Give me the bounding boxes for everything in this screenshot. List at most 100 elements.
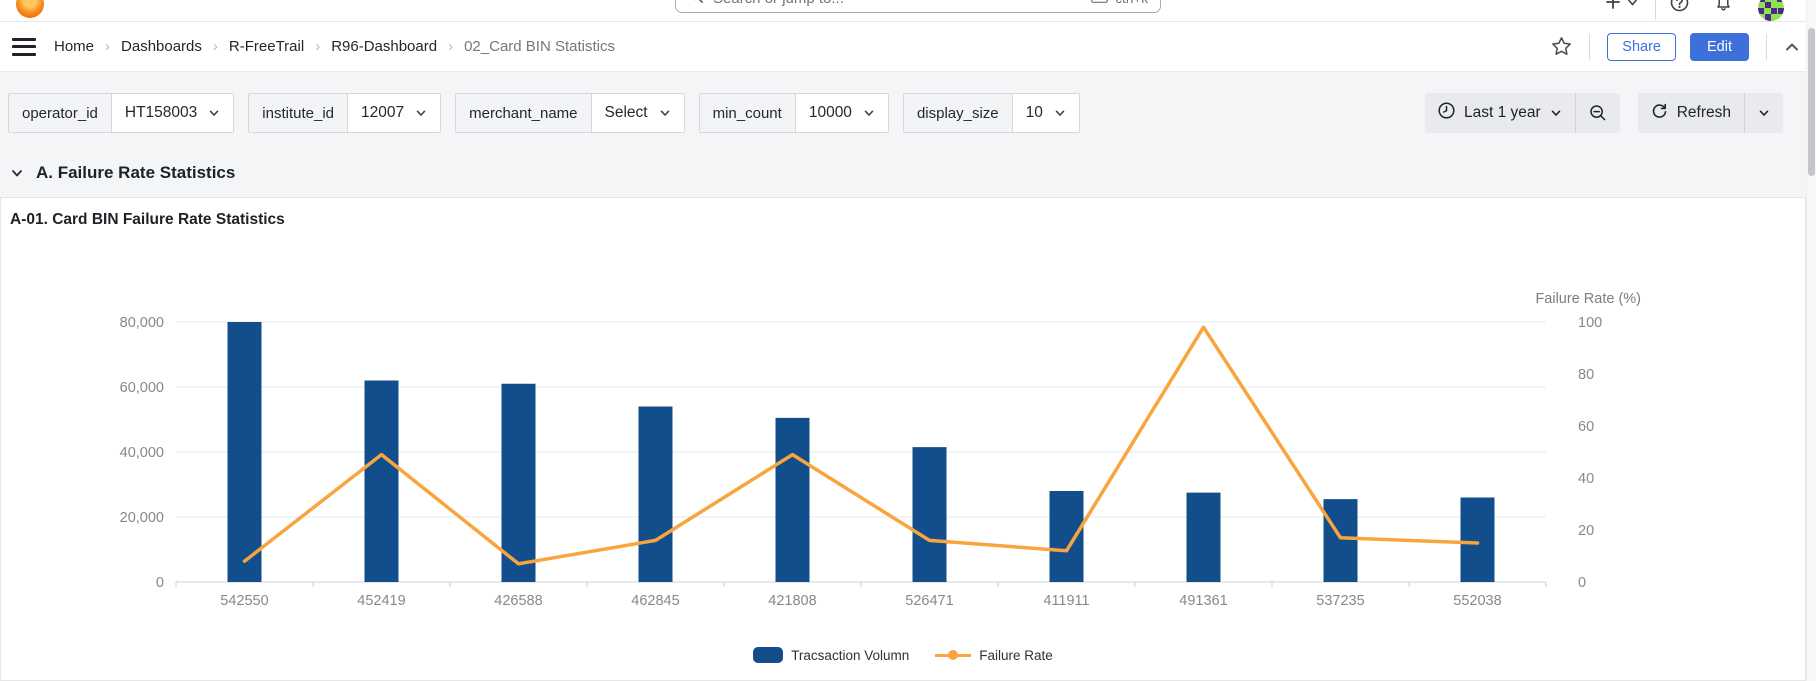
bell-icon[interactable] xyxy=(1714,0,1733,12)
variable-value-dropdown[interactable]: HT158003 xyxy=(112,94,233,132)
breadcrumb-bar: Home›Dashboards›R-FreeTrail›R96-Dashboar… xyxy=(0,22,1816,72)
breadcrumb-item: 02_Card BIN Statistics xyxy=(464,38,615,55)
time-range-label: Last 1 year xyxy=(1464,104,1541,122)
svg-text:491361: 491361 xyxy=(1179,593,1227,609)
svg-text:542550: 542550 xyxy=(220,593,268,609)
breadcrumb-item[interactable]: Home xyxy=(54,38,94,55)
chevron-down-icon xyxy=(659,107,671,119)
search-placeholder: Search or jump to... xyxy=(713,0,844,7)
svg-text:100: 100 xyxy=(1578,315,1602,331)
bar-491361 xyxy=(1187,493,1221,582)
filter-row: operator_idHT158003 institute_id12007 merc… xyxy=(0,72,1816,133)
chevron-down-icon xyxy=(863,107,875,119)
variable-value-dropdown[interactable]: 10000 xyxy=(796,94,888,132)
svg-text:411911: 411911 xyxy=(1043,593,1089,609)
user-avatar[interactable] xyxy=(1758,0,1784,21)
variable-min_count: min_count10000 xyxy=(699,93,889,133)
variable-label: min_count xyxy=(700,94,796,132)
chart-legend: Tracsaction Volumn Failure Rate xyxy=(1,647,1805,663)
svg-text:Failure Rate (%): Failure Rate (%) xyxy=(1535,291,1641,307)
variable-label: institute_id xyxy=(249,94,348,132)
section-title: A. Failure Rate Statistics xyxy=(36,163,235,183)
shortcut-badge: ctrl+k xyxy=(1091,0,1148,6)
svg-text:0: 0 xyxy=(1578,575,1586,591)
variable-value-dropdown[interactable]: 12007 xyxy=(348,94,440,132)
chevron-down-icon xyxy=(415,107,427,119)
zoom-out-icon xyxy=(1589,104,1607,122)
chart-panel: A-01. Card BIN Failure Rate Statistics 0… xyxy=(0,197,1806,681)
chevron-down-icon xyxy=(1758,107,1770,119)
bar-421808 xyxy=(776,418,810,582)
chevron-down-icon xyxy=(1054,107,1066,119)
refresh-label: Refresh xyxy=(1677,104,1731,122)
dashboard-canvas: operator_idHT158003 institute_id12007 merc… xyxy=(0,72,1816,681)
breadcrumb-item[interactable]: R-FreeTrail xyxy=(229,38,304,55)
variable-operator_id: operator_idHT158003 xyxy=(8,93,234,133)
svg-text:80: 80 xyxy=(1578,367,1594,383)
svg-text:80,000: 80,000 xyxy=(120,315,164,331)
legend-item-failure-rate[interactable]: Failure Rate xyxy=(935,648,1053,663)
collapse-chevron-up-icon[interactable] xyxy=(1784,39,1800,55)
section-chevron-down-icon xyxy=(10,166,24,180)
variable-value-dropdown[interactable]: 10 xyxy=(1013,94,1079,132)
share-button[interactable]: Share xyxy=(1607,33,1676,61)
svg-text:60: 60 xyxy=(1578,419,1594,435)
refresh-button[interactable]: Refresh xyxy=(1638,93,1744,133)
failure-rate-line xyxy=(245,327,1478,564)
panel-title[interactable]: A-01. Card BIN Failure Rate Statistics xyxy=(1,198,1805,229)
section-row-toggle[interactable]: A. Failure Rate Statistics xyxy=(10,163,1816,183)
divider xyxy=(1766,34,1767,60)
bar-452419 xyxy=(365,381,399,583)
svg-text:40,000: 40,000 xyxy=(120,445,164,461)
bar-537235 xyxy=(1324,499,1358,582)
search-icon xyxy=(688,0,704,8)
time-range-picker[interactable]: Last 1 year xyxy=(1425,93,1575,133)
variable-institute_id: institute_id12007 xyxy=(248,93,441,133)
svg-text:40: 40 xyxy=(1578,471,1594,487)
grafana-logo[interactable] xyxy=(16,0,44,18)
variable-value-dropdown[interactable]: Select xyxy=(592,94,684,132)
variable-merchant_name: merchant_nameSelect xyxy=(455,93,685,133)
divider xyxy=(1589,34,1590,60)
variable-label: display_size xyxy=(904,94,1013,132)
favorite-star-icon[interactable] xyxy=(1551,36,1572,57)
svg-text:60,000: 60,000 xyxy=(120,380,164,396)
scrollbar-track[interactable] xyxy=(1806,0,1816,681)
breadcrumb-item[interactable]: R96-Dashboard xyxy=(331,38,437,55)
legend-item-volume[interactable]: Tracsaction Volumn xyxy=(753,647,909,663)
svg-text:0: 0 xyxy=(156,575,164,591)
refresh-interval-dropdown[interactable] xyxy=(1745,93,1783,133)
svg-text:452419: 452419 xyxy=(357,593,405,609)
top-bar: Search or jump to... ctrl+k xyxy=(0,0,1816,22)
svg-text:421808: 421808 xyxy=(768,593,816,609)
svg-text:537235: 537235 xyxy=(1316,593,1364,609)
svg-text:426588: 426588 xyxy=(494,593,542,609)
chevron-down-icon xyxy=(208,107,220,119)
scrollbar-thumb[interactable] xyxy=(1808,28,1815,176)
legend-line-swatch xyxy=(935,650,971,660)
legend-bar-swatch xyxy=(753,647,783,663)
edit-button[interactable]: Edit xyxy=(1690,33,1749,61)
svg-text:526471: 526471 xyxy=(905,593,953,609)
bar-542550 xyxy=(228,322,262,582)
time-controls: Last 1 year Refresh xyxy=(1425,93,1783,133)
chevron-down-icon xyxy=(1550,107,1562,119)
add-caret-icon[interactable] xyxy=(1627,0,1638,8)
add-button[interactable] xyxy=(1604,0,1622,11)
svg-text:20,000: 20,000 xyxy=(120,510,164,526)
breadcrumb-separator: › xyxy=(315,38,320,55)
variable-label: operator_id xyxy=(9,94,112,132)
keyboard-icon xyxy=(1091,0,1108,6)
bar-526471 xyxy=(913,447,947,582)
template-variables: operator_idHT158003 institute_id12007 merc… xyxy=(8,93,1080,133)
breadcrumb-item[interactable]: Dashboards xyxy=(121,38,202,55)
refresh-group: Refresh xyxy=(1638,93,1783,133)
help-icon[interactable] xyxy=(1670,0,1689,12)
menu-icon[interactable] xyxy=(12,38,36,56)
svg-text:462845: 462845 xyxy=(631,593,679,609)
time-range-group: Last 1 year xyxy=(1425,93,1620,133)
search-input[interactable]: Search or jump to... ctrl+k xyxy=(675,0,1161,13)
bar-462845 xyxy=(639,407,673,583)
zoom-out-button[interactable] xyxy=(1576,93,1620,133)
variable-label: merchant_name xyxy=(456,94,591,132)
